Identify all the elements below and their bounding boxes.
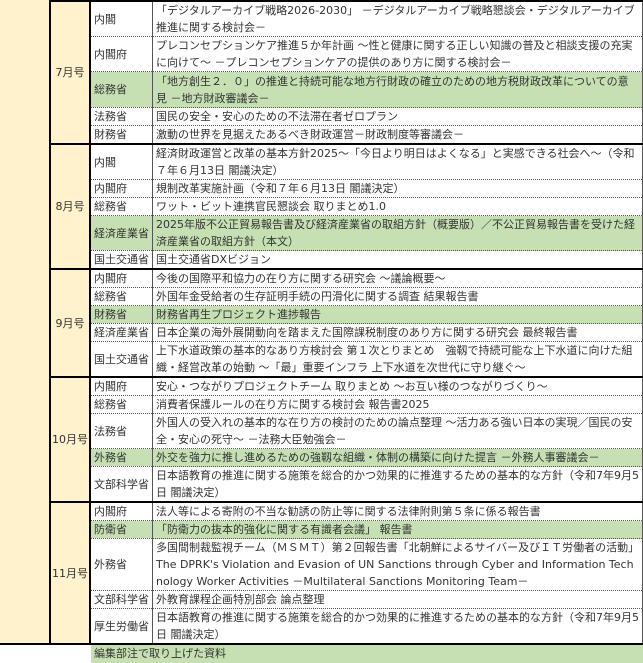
month-label: 10月号 <box>51 376 91 503</box>
month-label: 8月号 <box>51 143 91 270</box>
table-row: 内閣府 規制改革実施計画（令和７年６月13日 閣議決定） <box>51 179 643 198</box>
legend-note: 編集部注で取り上げた資料 <box>91 645 643 663</box>
table-row: 外務省 外交を強力に推し進めるための強靱な組織・体制の構築に向けた提言 －外務人事… <box>51 448 643 467</box>
ministry-cell: 文部科学省 <box>90 466 153 503</box>
table-row: 財務省 激動の世界を見据えたあるべき財政運営－財政制度等審議会－ <box>51 125 643 145</box>
table-row: 法務省 外国人の受入れの基本的な在り方の検討のための論点整理 ～活力ある強い日本の… <box>51 413 643 449</box>
ministry-cell: 経済産業省 <box>90 215 153 251</box>
table-wrapper: 7月号 内閣 「デジタルアーカイブ戦略2026-2030」 －デジタルアーカイブ戦略… <box>0 0 643 645</box>
document-title-cell: 国民の安全・安心のための不法滞在者ゼロプラン <box>152 107 643 126</box>
table-row: 文部科学省 日本語教育の推進に関する施策を総合的かつ効果的に推進するための基本的な… <box>51 466 643 503</box>
ministry-cell: 内閣府 <box>90 376 153 396</box>
table-row: 厚生労働省 日本語教育の推進に関する施策を総合的かつ効果的に推進するための基本的な… <box>51 608 643 645</box>
ministry-cell: 法務省 <box>90 413 153 449</box>
ministry-cell: 内閣府 <box>90 179 153 198</box>
table-row: 財務省 財務省再生プロジェクト進捗報告 <box>51 305 643 324</box>
document-title-cell: プレコンセプションケア推進５か年計画 ～性と健康に関する正しい知識の普及と相談支… <box>152 36 643 72</box>
table-row: 外務省 多国間制裁監視チーム（ＭＳＭＴ）第２回報告書「北朝鮮によるサイバー及びＩＴ… <box>51 538 643 591</box>
table-row: 防衛省 「防衛力の抜本的強化に関する有識者会議」 報告書 <box>51 520 643 539</box>
ministry-cell: 総務省 <box>90 395 153 414</box>
left-margin-column <box>0 0 51 645</box>
materials-table: 7月号 内閣 「デジタルアーカイブ戦略2026-2030」 －デジタルアーカイブ戦略… <box>51 0 643 645</box>
table-row: 総務省 ワット・ビット連携官民懇談会 取りまとめ1.0 <box>51 197 643 216</box>
document-title-cell: 日本企業の海外展開動向を踏まえた国際課税制度のあり方に関する研究会 最終報告書 <box>152 323 643 342</box>
table-row: 総務省 消費者保護ルールの在り方に関する検討会 報告書2025 <box>51 395 643 414</box>
ministry-cell: 内閣 <box>90 143 153 180</box>
document-title-cell: 経済財政運営と改革の基本方針2025～「今日より明日はよくなる」と実感できる社会… <box>152 143 643 180</box>
table-row: 総務省 外国年金受給者の生存証明手続の円滑化に関する調査 結果報告書 <box>51 287 643 306</box>
ministry-cell: 財務省 <box>90 305 153 324</box>
document-title-cell: 法人等による寄附の不当な勧誘の防止等に関する法律附則第５条に係る報告書 <box>152 501 643 521</box>
ministry-cell: 外務省 <box>90 538 153 591</box>
ministry-cell: 厚生労働省 <box>90 608 153 645</box>
table-row: 国土交通省 上下水道政策の基本的なあり方検討会 第１次とりまとめ 強靱で持続可能な… <box>51 341 643 378</box>
ministry-cell: 国土交通省 <box>90 250 153 270</box>
table-row: 10月号 内閣府 安心・つながりプロジェクトチーム 取りまとめ ～お互い様のつながり… <box>51 376 643 503</box>
ministry-cell: 財務省 <box>90 125 153 145</box>
table-row: 経済産業省 2025年版不公正貿易報告書及び経済産業省の取組方針（概要版）／不公正… <box>51 215 643 251</box>
ministry-cell: 防衛省 <box>90 520 153 539</box>
document-title-cell: 「地方創生２．０」の推進と持続可能な地方行財政の確立のための地方税財政改革につい… <box>152 71 643 108</box>
ministry-cell: 内閣府 <box>90 36 153 72</box>
document-title-cell: 外教育課程企画特別部会 論点整理 <box>152 590 643 609</box>
document-title-cell: 今後の国際平和協力の在り方に関する研究会 ～議論概要～ <box>152 268 643 288</box>
table-row: 9月号 内閣府 今後の国際平和協力の在り方に関する研究会 ～議論概要～ <box>51 268 643 378</box>
table-row: 法務省 国民の安全・安心のための不法滞在者ゼロプラン <box>51 107 643 126</box>
document-title-cell: 財務省再生プロジェクト進捗報告 <box>152 305 643 324</box>
document-title-cell: 上下水道政策の基本的なあり方検討会 第１次とりまとめ 強靱で持続可能な上下水道に… <box>152 341 643 378</box>
table-row: 8月号 内閣 経済財政運営と改革の基本方針2025～「今日より明日はよくなる」と実感… <box>51 143 643 270</box>
ministry-cell: 内閣府 <box>90 501 153 521</box>
document-title-cell: 激動の世界を見据えたあるべき財政運営－財政制度等審議会－ <box>152 125 643 145</box>
document-title-cell: 「デジタルアーカイブ戦略2026-2030」 －デジタルアーカイブ戦略懇談会・デ… <box>152 0 643 37</box>
document-title-cell: 消費者保護ルールの在り方に関する検討会 報告書2025 <box>152 395 643 414</box>
table-row: 7月号 内閣 「デジタルアーカイブ戦略2026-2030」 －デジタルアーカイブ戦略… <box>51 0 643 145</box>
month-label: 11月号 <box>51 501 91 645</box>
document-title-cell: 国土交通省DXビジョン <box>152 250 643 270</box>
ministry-cell: 内閣府 <box>90 268 153 288</box>
document-title-cell: ワット・ビット連携官民懇談会 取りまとめ1.0 <box>152 197 643 216</box>
document-title-cell: 多国間制裁監視チーム（ＭＳＭＴ）第２回報告書「北朝鮮によるサイバー及びＩＴ労働者… <box>152 538 643 591</box>
table-row: 総務省 「地方創生２．０」の推進と持続可能な地方行財政の確立のための地方税財政改革… <box>51 71 643 108</box>
document-title-cell: 外国年金受給者の生存証明手続の円滑化に関する調査 結果報告書 <box>152 287 643 306</box>
document-title-cell: 外国人の受入れの基本的な在り方の検討のための論点整理 ～活力ある強い日本の実現／… <box>152 413 643 449</box>
document-title-cell: 外交を強力に推し進めるための強靱な組織・体制の構築に向けた提言 －外務人事審議会… <box>152 448 643 467</box>
document-title-cell: 日本語教育の推進に関する施策を総合的かつ効果的に推進するための基本的な方針（令和… <box>152 466 643 503</box>
ministry-cell: 文部科学省 <box>90 590 153 609</box>
document-title-cell: 2025年版不公正貿易報告書及び経済産業省の取組方針（概要版）／不公正貿易報告書… <box>152 215 643 251</box>
document-title-cell: 規制改革実施計画（令和７年６月13日 閣議決定） <box>152 179 643 198</box>
ministry-cell: 法務省 <box>90 107 153 126</box>
month-label: 7月号 <box>51 0 91 145</box>
table-row: 文部科学省 外教育課程企画特別部会 論点整理 <box>51 590 643 609</box>
ministry-cell: 総務省 <box>90 71 153 108</box>
document-title-cell: 日本語教育の推進に関する施策を総合的かつ効果的に推進するための基本的な方針（令和… <box>152 608 643 645</box>
ministry-cell: 国土交通省 <box>90 341 153 378</box>
ministry-cell: 総務省 <box>90 197 153 216</box>
table-row: 11月号 内閣府 法人等による寄附の不当な勧誘の防止等に関する法律附則第５条に係る報… <box>51 501 643 645</box>
ministry-cell: 経済産業省 <box>90 323 153 342</box>
month-label: 9月号 <box>51 268 91 378</box>
table-row: 国土交通省 国土交通省DXビジョン <box>51 250 643 270</box>
table-row: 内閣府 プレコンセプションケア推進５か年計画 ～性と健康に関する正しい知識の普及と… <box>51 36 643 72</box>
table-row: 経済産業省 日本企業の海外展開動向を踏まえた国際課税制度のあり方に関する研究会 最… <box>51 323 643 342</box>
ministry-cell: 内閣 <box>90 0 153 37</box>
ministry-cell: 外務省 <box>90 448 153 467</box>
document-title-cell: 安心・つながりプロジェクトチーム 取りまとめ ～お互い様のつながりづくり～ <box>152 376 643 396</box>
document-title-cell: 「防衛力の抜本的強化に関する有識者会議」 報告書 <box>152 520 643 539</box>
ministry-cell: 総務省 <box>90 287 153 306</box>
